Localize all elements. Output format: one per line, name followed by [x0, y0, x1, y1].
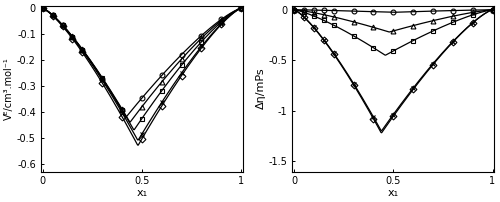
Y-axis label: Δη/mPs: Δη/mPs [256, 68, 266, 109]
X-axis label: x₁: x₁ [136, 188, 147, 198]
Y-axis label: Vᴱ/cm³.mol⁻¹: Vᴱ/cm³.mol⁻¹ [4, 57, 14, 120]
X-axis label: x₁: x₁ [388, 188, 399, 198]
